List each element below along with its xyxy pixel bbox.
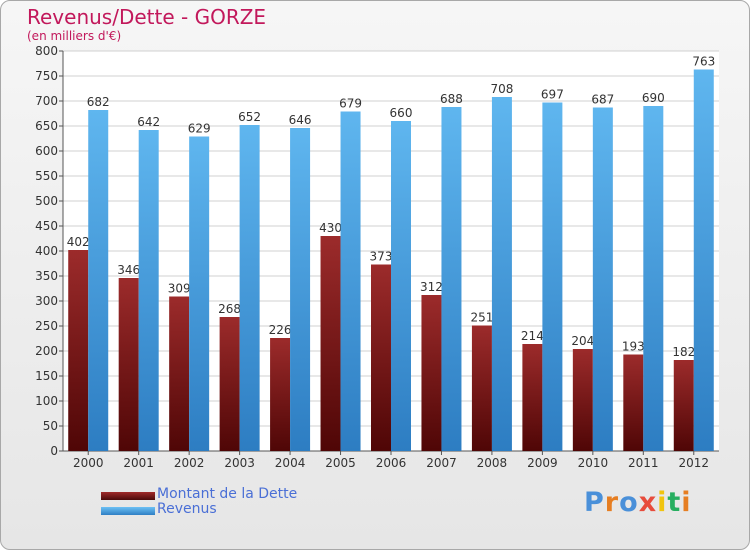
bar-dette	[623, 354, 644, 451]
data-label-dette: 193	[622, 340, 645, 354]
y-tick-label: 600	[35, 144, 58, 158]
data-label-dette: 312	[420, 280, 443, 294]
data-label-revenus: 679	[339, 97, 362, 111]
y-tick-label: 450	[35, 219, 58, 233]
y-tick-label: 300	[35, 294, 58, 308]
y-tick-label: 500	[35, 194, 58, 208]
data-label-revenus: 687	[591, 93, 614, 107]
bar-revenus	[592, 107, 613, 451]
chart-subtitle: (en milliers d'€)	[27, 29, 122, 43]
y-tick-label: 50	[43, 419, 58, 433]
data-label-revenus: 763	[692, 55, 715, 69]
logo-letter: i	[657, 487, 668, 518]
logo-letter: x	[638, 487, 658, 518]
data-label-dette: 430	[319, 221, 342, 235]
bar-dette	[522, 344, 543, 451]
bar-dette	[471, 325, 492, 451]
data-label-revenus: 690	[642, 91, 665, 105]
bar-revenus	[88, 110, 109, 451]
bar-dette	[270, 338, 291, 451]
legend-label-revenus: Revenus	[157, 501, 217, 517]
bar-revenus	[138, 130, 159, 451]
x-tick-label: 2006	[376, 456, 407, 470]
y-tick-label: 800	[35, 44, 58, 58]
x-tick-label: 2000	[73, 456, 104, 470]
y-tick-label: 0	[50, 444, 58, 458]
data-label-revenus: 642	[137, 115, 160, 129]
bar-dette	[673, 360, 694, 451]
bar-dette	[371, 264, 391, 451]
y-tick-label: 550	[35, 169, 58, 183]
bar-revenus	[643, 106, 664, 451]
bar-dette	[320, 236, 341, 451]
proxiti-logo: Proxiti	[584, 487, 692, 518]
y-tick-label: 250	[35, 319, 58, 333]
bar-dette	[572, 349, 593, 451]
data-label-revenus: 697	[541, 88, 564, 102]
y-tick-label: 350	[35, 269, 58, 283]
x-tick-label: 2005	[325, 456, 356, 470]
bar-dette	[421, 295, 442, 451]
data-label-dette: 214	[521, 329, 544, 343]
bar-revenus	[491, 97, 512, 451]
y-tick-label: 700	[35, 94, 58, 108]
x-tick-label: 2012	[678, 456, 709, 470]
legend-label-dette: Montant de la Dette	[157, 486, 298, 502]
data-label-revenus: 660	[390, 106, 413, 120]
chart-title: Revenus/Dette - GORZE	[27, 5, 267, 29]
logo-letter: i	[681, 487, 692, 518]
legend-swatch-dette	[101, 492, 155, 500]
x-tick-label: 2004	[275, 456, 306, 470]
y-tick-label: 100	[35, 394, 58, 408]
data-label-revenus: 629	[188, 122, 211, 136]
bar-dette	[219, 317, 240, 451]
legend-swatch-revenus	[101, 507, 155, 515]
bar-dette	[68, 250, 89, 451]
x-tick-label: 2003	[224, 456, 255, 470]
bar-dette	[169, 296, 190, 451]
data-label-revenus: 646	[289, 113, 312, 127]
x-tick-label: 2002	[174, 456, 205, 470]
data-label-dette: 226	[269, 323, 292, 337]
data-label-revenus: 652	[238, 110, 261, 124]
x-tick-label: 2011	[628, 456, 659, 470]
logo-letter: o	[619, 487, 639, 518]
bar-revenus	[340, 111, 361, 451]
logo-letter: r	[604, 487, 620, 518]
x-tick-label: 2008	[477, 456, 508, 470]
logo-letter: P	[584, 487, 605, 518]
data-label-revenus: 682	[87, 95, 110, 109]
y-tick-label: 650	[35, 119, 58, 133]
y-tick-label: 150	[35, 369, 58, 383]
data-label-dette: 251	[470, 311, 493, 325]
x-tick-label: 2010	[578, 456, 609, 470]
data-label-dette: 346	[117, 263, 140, 277]
bar-revenus	[693, 69, 714, 451]
data-label-revenus: 708	[490, 82, 513, 96]
x-tick-label: 2009	[527, 456, 558, 470]
bar-revenus	[441, 107, 462, 451]
data-label-dette: 204	[571, 334, 594, 348]
data-label-dette: 402	[67, 235, 90, 249]
bar-revenus	[391, 121, 411, 451]
data-label-dette: 373	[370, 250, 393, 264]
data-label-dette: 268	[218, 302, 241, 316]
y-tick-label: 750	[35, 69, 58, 83]
bar-revenus	[189, 136, 210, 451]
bar-revenus	[290, 128, 311, 451]
bar-revenus	[239, 125, 260, 451]
y-tick-label: 400	[35, 244, 58, 258]
logo-letter: t	[667, 487, 682, 518]
bar-revenus	[542, 102, 563, 451]
y-tick-label: 200	[35, 344, 58, 358]
x-tick-label: 2007	[426, 456, 457, 470]
x-tick-label: 2001	[123, 456, 154, 470]
data-label-dette: 309	[168, 282, 191, 296]
data-label-revenus: 688	[440, 92, 463, 106]
bar-dette	[118, 278, 139, 451]
data-label-dette: 182	[672, 345, 695, 359]
